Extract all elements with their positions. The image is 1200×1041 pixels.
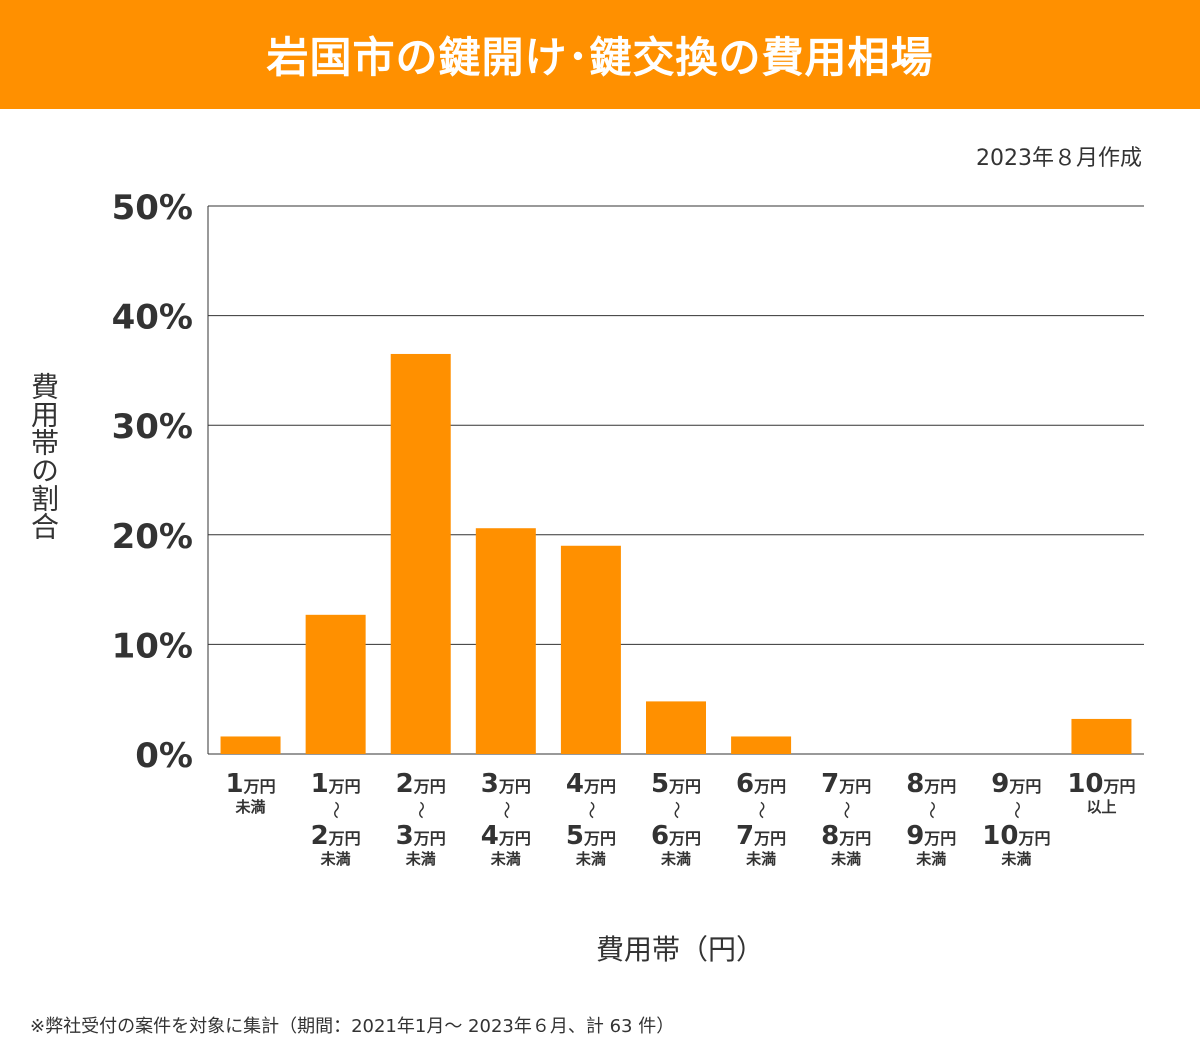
- x-tick-line: 2万円: [396, 769, 446, 799]
- y-tick-label: 40%: [112, 298, 193, 338]
- x-tick-line: 3万円: [396, 821, 446, 851]
- x-tick-line: 〜: [410, 801, 431, 819]
- x-tick-line: 未満: [405, 850, 436, 868]
- x-tick-line: 6万円: [736, 769, 786, 799]
- bar: [390, 353, 451, 754]
- x-tick-line: 1万円: [225, 769, 275, 799]
- x-tick-line: 未満: [575, 850, 606, 868]
- bar: [646, 701, 706, 754]
- x-tick-line: 未満: [745, 850, 776, 868]
- x-tick-line: 4万円: [566, 769, 616, 799]
- x-tick-line: 以上: [1086, 798, 1116, 816]
- x-tick-line: 未満: [320, 850, 351, 868]
- x-tick-line: 未満: [1000, 850, 1031, 868]
- bar: [731, 736, 792, 754]
- x-tick-line: 〜: [325, 801, 346, 819]
- x-tick-line: 〜: [495, 801, 516, 819]
- x-tick-line: 〜: [580, 801, 601, 819]
- x-tick-line: 未満: [830, 850, 861, 868]
- bar: [305, 614, 366, 754]
- chart-title: 岩国市の鍵開け･鍵交換の費用相場: [266, 33, 934, 82]
- x-tick-line: 7万円: [821, 769, 871, 799]
- bar: [1071, 718, 1132, 754]
- x-tick-line: 9万円: [991, 769, 1041, 799]
- x-tick-line: 7万円: [736, 821, 786, 851]
- x-tick-line: 9万円: [906, 821, 956, 851]
- y-tick-label: 50%: [112, 188, 193, 228]
- x-tick-line: 8万円: [821, 821, 871, 851]
- y-tick-label: 30%: [112, 407, 193, 447]
- x-tick-line: 未満: [660, 850, 691, 868]
- x-tick-line: 未満: [915, 850, 946, 868]
- x-tick-line: 10万円: [1067, 769, 1135, 799]
- x-tick-line: 〜: [1005, 801, 1026, 819]
- bar-chart: 0%10%20%30%40%50%1万円未満1万円〜2万円未満2万円〜3万円未満…: [112, 188, 1144, 868]
- x-tick-line: 〜: [750, 801, 771, 819]
- x-tick-line: 3万円: [481, 769, 531, 799]
- y-axis-label: 費用帯の割合: [27, 372, 60, 540]
- bar: [220, 736, 281, 754]
- x-tick-line: 未満: [490, 850, 521, 868]
- x-tick-line: 5万円: [566, 821, 616, 851]
- y-tick-label: 0%: [135, 736, 193, 776]
- x-tick-line: 5万円: [651, 769, 701, 799]
- x-tick-line: 10万円: [982, 821, 1050, 851]
- footnote: ※弊社受付の案件を対象に集計（期間：2021年1月～ 2023年６月、計 63 …: [30, 1016, 675, 1037]
- x-tick-line: 〜: [835, 801, 856, 819]
- x-tick-line: 未満: [235, 798, 266, 816]
- bar: [475, 528, 536, 754]
- header-banner: 岩国市の鍵開け･鍵交換の費用相場: [0, 0, 1200, 109]
- x-tick-line: 6万円: [651, 821, 701, 851]
- x-tick-line: 1万円: [311, 769, 361, 799]
- x-tick-line: 2万円: [311, 821, 361, 851]
- bar: [560, 545, 621, 754]
- y-tick-label: 20%: [112, 517, 193, 557]
- x-tick-line: 4万円: [481, 821, 531, 851]
- created-date: 2023年８月作成: [976, 146, 1142, 171]
- x-tick-line: 8万円: [906, 769, 956, 799]
- y-tick-label: 10%: [112, 626, 193, 666]
- x-axis-label: 費用帯（円）: [595, 933, 764, 966]
- x-tick-line: 〜: [920, 801, 941, 819]
- x-tick-line: 〜: [665, 801, 686, 819]
